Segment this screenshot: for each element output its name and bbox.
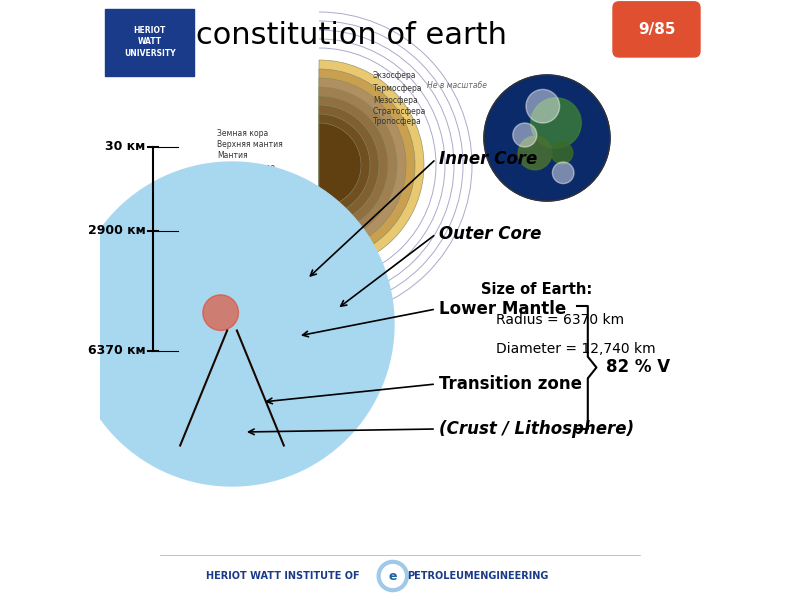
Text: Верхняя мантия: Верхняя мантия <box>217 140 282 149</box>
Text: 82 % V: 82 % V <box>606 359 670 377</box>
Wedge shape <box>319 105 379 225</box>
Text: HERIOT WATT INSTITUTE OF: HERIOT WATT INSTITUTE OF <box>206 571 360 581</box>
Circle shape <box>382 565 404 587</box>
Circle shape <box>162 254 302 394</box>
FancyBboxPatch shape <box>613 2 700 57</box>
Text: HERIOT
WATT
UNIVERSITY: HERIOT WATT UNIVERSITY <box>124 26 176 58</box>
Circle shape <box>95 187 369 461</box>
Text: Outer Core: Outer Core <box>439 225 542 243</box>
Text: Земная кора: Земная кора <box>217 128 268 137</box>
Circle shape <box>526 89 559 123</box>
Text: e: e <box>389 569 397 583</box>
Text: (Crust / Lithosphere): (Crust / Lithosphere) <box>439 420 634 438</box>
Text: 2900 км: 2900 км <box>88 224 146 238</box>
Text: Внешнее ядро: Внешнее ядро <box>217 163 275 172</box>
Wedge shape <box>319 96 388 234</box>
Wedge shape <box>319 123 361 207</box>
Text: Экзосфера: Экзосфера <box>373 71 417 80</box>
Circle shape <box>513 123 537 147</box>
Circle shape <box>106 199 358 449</box>
Circle shape <box>70 162 394 486</box>
Circle shape <box>484 75 610 201</box>
Text: constitution of earth: constitution of earth <box>197 21 507 50</box>
Wedge shape <box>319 78 406 252</box>
Wedge shape <box>319 60 424 270</box>
Text: Тропосфера: Тропосфера <box>373 117 422 126</box>
Text: Radius = 6370 km: Radius = 6370 km <box>496 313 624 327</box>
FancyBboxPatch shape <box>105 9 194 76</box>
Wedge shape <box>319 87 397 243</box>
Text: 6370 км: 6370 км <box>88 344 146 358</box>
Text: Термосфера: Термосфера <box>373 84 422 93</box>
Text: Внутреннее ядро: Внутреннее ядро <box>217 174 287 184</box>
Circle shape <box>122 215 342 433</box>
Circle shape <box>139 231 325 417</box>
Circle shape <box>203 295 238 331</box>
Text: Inner Core: Inner Core <box>439 150 538 168</box>
Circle shape <box>85 176 379 472</box>
Text: Size of Earth:: Size of Earth: <box>481 282 592 297</box>
Text: Стратосфера: Стратосфера <box>373 107 426 115</box>
Circle shape <box>190 283 274 365</box>
Text: В масштабе: В масштабе <box>257 200 309 209</box>
Circle shape <box>531 98 581 148</box>
Circle shape <box>78 169 386 479</box>
Text: Transition zone: Transition zone <box>439 375 582 393</box>
Text: Мантия: Мантия <box>217 151 248 160</box>
Text: 30 км: 30 км <box>106 140 146 154</box>
Text: PETROLEUMENGINEERING: PETROLEUMENGINEERING <box>407 571 549 581</box>
Circle shape <box>518 136 552 170</box>
Text: Мезосфера: Мезосфера <box>373 95 418 104</box>
Text: Diameter = 12,740 km: Diameter = 12,740 km <box>496 342 656 356</box>
Circle shape <box>553 162 574 184</box>
Circle shape <box>378 560 409 592</box>
Circle shape <box>551 142 573 164</box>
Wedge shape <box>319 69 415 261</box>
Text: Lower Mantle: Lower Mantle <box>439 300 566 318</box>
Wedge shape <box>319 114 370 216</box>
Text: Не в масштабе: Не в масштабе <box>427 81 487 89</box>
Text: 9/85: 9/85 <box>638 22 675 37</box>
